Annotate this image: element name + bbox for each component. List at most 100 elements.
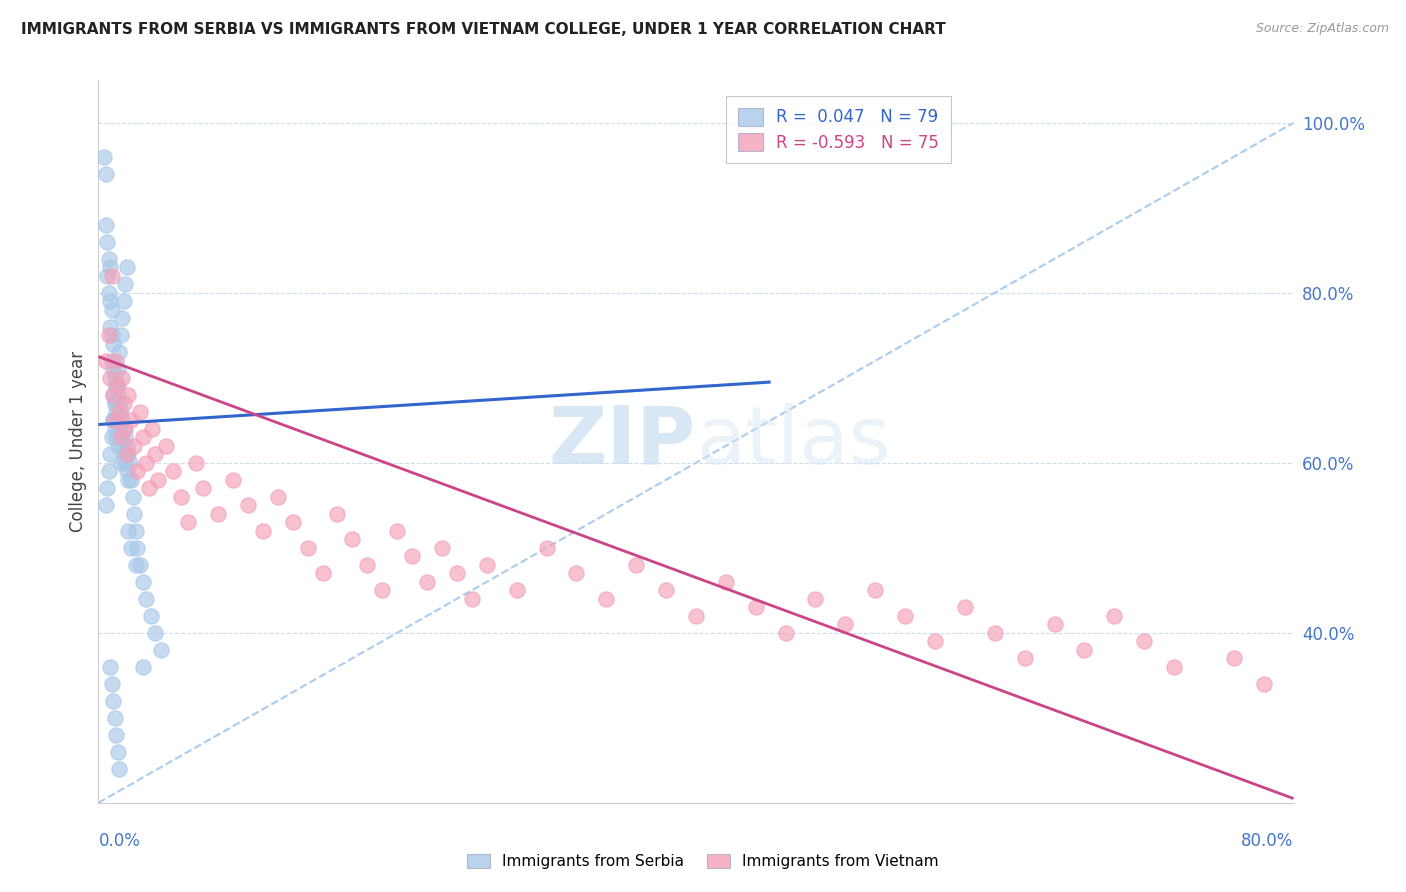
Point: [124, 439, 146, 453]
Point: [97, 464, 120, 478]
Point: [984, 625, 1007, 640]
Point: [104, 396, 127, 410]
Point: [685, 608, 707, 623]
Legend: Immigrants from Serbia, Immigrants from Vietnam: Immigrants from Serbia, Immigrants from …: [461, 848, 945, 875]
Point: [112, 294, 135, 309]
Point: [111, 439, 134, 453]
Point: [446, 566, 468, 581]
Point: [120, 473, 142, 487]
Point: [125, 558, 148, 572]
Point: [97, 252, 120, 266]
Point: [150, 642, 173, 657]
Point: [105, 379, 128, 393]
Point: [655, 583, 678, 598]
Point: [111, 371, 134, 385]
Text: Source: ZipAtlas.com: Source: ZipAtlas.com: [1256, 22, 1389, 36]
Point: [143, 447, 166, 461]
Point: [110, 405, 132, 419]
Text: 80.0%: 80.0%: [1241, 831, 1294, 850]
Point: [371, 583, 394, 598]
Point: [96, 268, 118, 283]
Point: [101, 353, 124, 368]
Point: [107, 745, 129, 759]
Point: [114, 277, 136, 292]
Point: [94, 218, 117, 232]
Point: [97, 285, 120, 300]
Point: [101, 430, 124, 444]
Point: [103, 413, 125, 427]
Point: [430, 541, 453, 555]
Point: [108, 422, 131, 436]
Point: [117, 473, 139, 487]
Point: [98, 260, 122, 275]
Point: [326, 507, 349, 521]
Point: [110, 430, 132, 444]
Point: [121, 490, 143, 504]
Point: [111, 311, 134, 326]
Point: [222, 473, 245, 487]
Point: [117, 524, 139, 538]
Point: [98, 660, 122, 674]
Point: [169, 490, 191, 504]
Point: [207, 507, 229, 521]
Point: [120, 541, 142, 555]
Text: ZIP: ZIP: [548, 402, 696, 481]
Point: [115, 447, 138, 461]
Point: [135, 456, 157, 470]
Point: [112, 396, 135, 410]
Point: [132, 430, 155, 444]
Point: [804, 591, 827, 606]
Point: [103, 362, 125, 376]
Point: [714, 574, 737, 589]
Point: [103, 413, 125, 427]
Point: [155, 439, 177, 453]
Text: IMMIGRANTS FROM SERBIA VS IMMIGRANTS FROM VIETNAM COLLEGE, UNDER 1 YEAR CORRELAT: IMMIGRANTS FROM SERBIA VS IMMIGRANTS FRO…: [21, 22, 946, 37]
Point: [127, 541, 149, 555]
Point: [94, 353, 117, 368]
Point: [108, 762, 131, 776]
Point: [103, 694, 125, 708]
Point: [1223, 651, 1246, 665]
Point: [124, 507, 146, 521]
Point: [1104, 608, 1126, 623]
Point: [98, 447, 122, 461]
Point: [107, 379, 129, 393]
Point: [94, 498, 117, 512]
Point: [834, 617, 856, 632]
Point: [565, 566, 588, 581]
Point: [177, 516, 200, 530]
Point: [118, 456, 141, 470]
Point: [93, 150, 115, 164]
Point: [114, 456, 136, 470]
Point: [1163, 660, 1185, 674]
Point: [107, 413, 129, 427]
Point: [281, 516, 304, 530]
Point: [775, 625, 797, 640]
Point: [595, 591, 617, 606]
Point: [894, 608, 917, 623]
Point: [97, 328, 120, 343]
Point: [105, 353, 128, 368]
Point: [129, 558, 152, 572]
Point: [117, 388, 139, 402]
Point: [1073, 642, 1095, 657]
Point: [110, 430, 132, 444]
Point: [103, 388, 125, 402]
Point: [105, 728, 128, 742]
Point: [191, 481, 214, 495]
Point: [104, 422, 127, 436]
Point: [112, 422, 135, 436]
Point: [108, 405, 131, 419]
Point: [141, 422, 163, 436]
Point: [865, 583, 887, 598]
Point: [162, 464, 184, 478]
Point: [96, 481, 118, 495]
Point: [105, 379, 128, 393]
Point: [143, 625, 166, 640]
Point: [101, 677, 124, 691]
Point: [953, 600, 976, 615]
Point: [107, 439, 129, 453]
Point: [115, 260, 138, 275]
Legend: R =  0.047   N = 79, R = -0.593   N = 75: R = 0.047 N = 79, R = -0.593 N = 75: [725, 95, 950, 163]
Point: [114, 430, 136, 444]
